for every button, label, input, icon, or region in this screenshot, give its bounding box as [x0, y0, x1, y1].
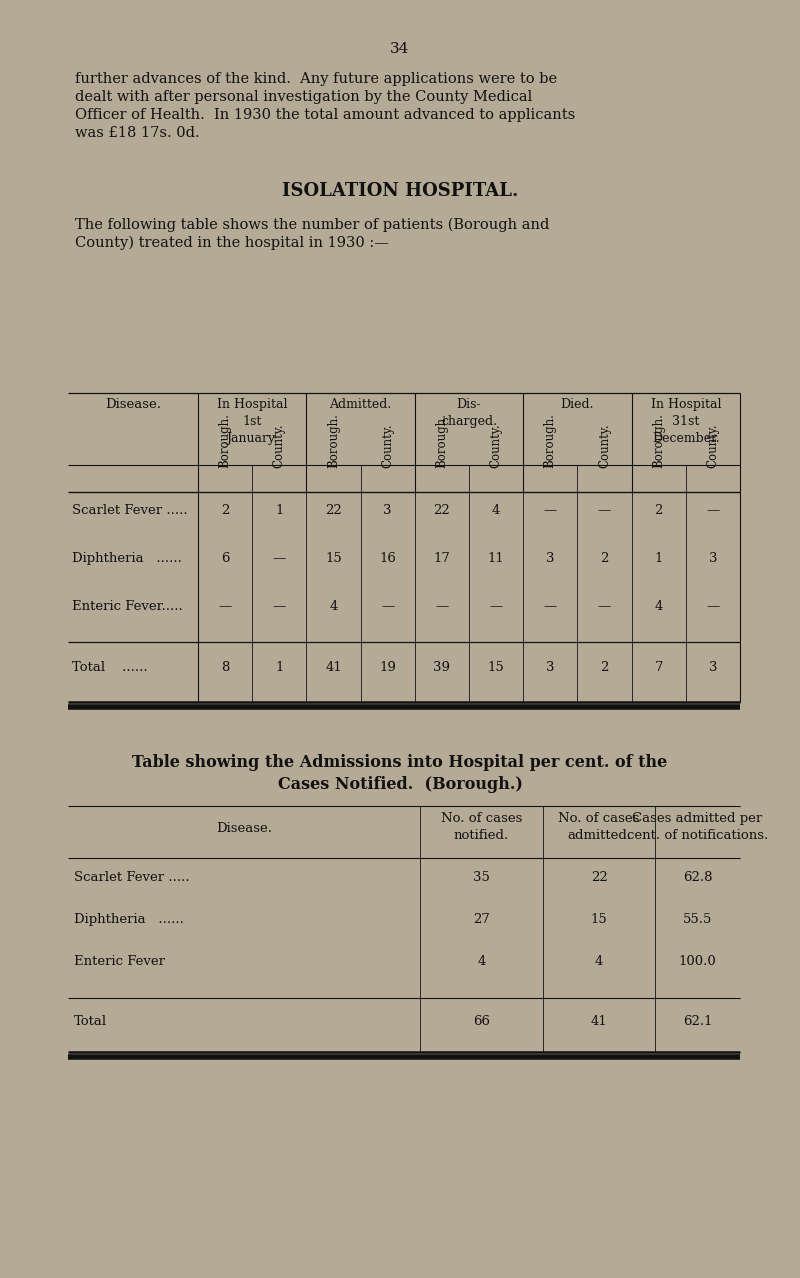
Text: County.: County. — [273, 423, 286, 468]
Text: Total: Total — [74, 1015, 107, 1028]
Text: 2: 2 — [654, 504, 663, 518]
Text: 15: 15 — [590, 912, 607, 927]
Text: Diphtheria   ......: Diphtheria ...... — [74, 912, 184, 927]
Text: 34: 34 — [390, 42, 410, 56]
Text: 41: 41 — [325, 661, 342, 674]
Text: 4: 4 — [595, 955, 603, 967]
Text: 62.1: 62.1 — [682, 1015, 712, 1028]
Text: Cases admitted per
cent. of notifications.: Cases admitted per cent. of notification… — [627, 812, 768, 842]
Text: Admitted.: Admitted. — [330, 397, 392, 412]
Text: Borough.: Borough. — [435, 413, 448, 468]
Text: 6: 6 — [221, 552, 230, 565]
Text: 27: 27 — [473, 912, 490, 927]
Text: Borough.: Borough. — [544, 413, 557, 468]
Text: —: — — [544, 504, 557, 518]
Text: 3: 3 — [709, 552, 717, 565]
Text: 15: 15 — [325, 552, 342, 565]
Text: No. of cases
notified.: No. of cases notified. — [441, 812, 522, 842]
Text: 1: 1 — [654, 552, 663, 565]
Text: 1: 1 — [275, 504, 283, 518]
Text: 4: 4 — [478, 955, 486, 967]
Text: 2: 2 — [600, 552, 609, 565]
Text: Diphtheria   ......: Diphtheria ...... — [72, 552, 182, 565]
Text: dealt with after personal investigation by the County Medical: dealt with after personal investigation … — [75, 89, 532, 104]
Text: —: — — [598, 504, 611, 518]
Text: Table showing the Admissions into Hospital per cent. of the: Table showing the Admissions into Hospit… — [132, 754, 668, 771]
Text: was £18 17s. 0d.: was £18 17s. 0d. — [75, 127, 200, 141]
Text: Dis-
charged.: Dis- charged. — [441, 397, 497, 428]
Text: —: — — [598, 599, 611, 613]
Text: Officer of Health.  In 1930 the total amount advanced to applicants: Officer of Health. In 1930 the total amo… — [75, 109, 575, 121]
Text: Scarlet Fever .....: Scarlet Fever ..... — [74, 872, 190, 884]
Text: County.: County. — [706, 423, 719, 468]
Text: Cases Notified.  (Borough.): Cases Notified. (Borough.) — [278, 776, 522, 794]
Text: Died.: Died. — [561, 397, 594, 412]
Text: —: — — [381, 599, 394, 613]
Text: ISOLATION HOSPITAL.: ISOLATION HOSPITAL. — [282, 181, 518, 199]
Text: —: — — [706, 504, 719, 518]
Text: In Hospital
1st
January.: In Hospital 1st January. — [217, 397, 287, 445]
Text: Scarlet Fever .....: Scarlet Fever ..... — [72, 504, 188, 518]
Text: County.: County. — [490, 423, 502, 468]
Text: —: — — [706, 599, 719, 613]
Text: County) treated in the hospital in 1930 :—: County) treated in the hospital in 1930 … — [75, 236, 389, 250]
Text: —: — — [435, 599, 449, 613]
Text: 22: 22 — [325, 504, 342, 518]
Text: 35: 35 — [473, 872, 490, 884]
Text: further advances of the kind.  Any future applications were to be: further advances of the kind. Any future… — [75, 72, 557, 86]
Text: Enteric Fever.....: Enteric Fever..... — [72, 599, 182, 613]
Text: Borough.: Borough. — [652, 413, 666, 468]
Text: Borough.: Borough. — [218, 413, 232, 468]
Text: Disease.: Disease. — [105, 397, 161, 412]
Text: The following table shows the number of patients (Borough and: The following table shows the number of … — [75, 219, 550, 233]
Text: 3: 3 — [546, 552, 554, 565]
Text: County.: County. — [382, 423, 394, 468]
Text: 19: 19 — [379, 661, 396, 674]
Text: Disease.: Disease. — [216, 822, 272, 835]
Text: 7: 7 — [654, 661, 663, 674]
Text: 4: 4 — [492, 504, 500, 518]
Text: County.: County. — [598, 423, 611, 468]
Text: 66: 66 — [473, 1015, 490, 1028]
Text: In Hospital
31st
December.: In Hospital 31st December. — [650, 397, 721, 445]
Text: 3: 3 — [383, 504, 392, 518]
Text: Borough.: Borough. — [327, 413, 340, 468]
Text: 1: 1 — [275, 661, 283, 674]
Text: 3: 3 — [709, 661, 717, 674]
Text: 41: 41 — [590, 1015, 607, 1028]
Text: 11: 11 — [488, 552, 505, 565]
Text: 16: 16 — [379, 552, 396, 565]
Text: 15: 15 — [488, 661, 505, 674]
Text: 2: 2 — [600, 661, 609, 674]
Text: —: — — [490, 599, 502, 613]
Text: 100.0: 100.0 — [678, 955, 716, 967]
Text: —: — — [273, 552, 286, 565]
Text: 4: 4 — [330, 599, 338, 613]
Text: 2: 2 — [221, 504, 230, 518]
Text: 22: 22 — [434, 504, 450, 518]
Text: —: — — [273, 599, 286, 613]
Text: 3: 3 — [546, 661, 554, 674]
Text: 17: 17 — [434, 552, 450, 565]
Text: —: — — [544, 599, 557, 613]
Text: Total    ......: Total ...... — [72, 661, 148, 674]
Text: No. of cases
admitted.: No. of cases admitted. — [558, 812, 640, 842]
Text: 8: 8 — [221, 661, 230, 674]
Text: 4: 4 — [654, 599, 663, 613]
Text: 39: 39 — [434, 661, 450, 674]
Text: —: — — [218, 599, 232, 613]
Text: 55.5: 55.5 — [683, 912, 712, 927]
Text: 22: 22 — [590, 872, 607, 884]
Text: Enteric Fever: Enteric Fever — [74, 955, 165, 967]
Text: 62.8: 62.8 — [682, 872, 712, 884]
